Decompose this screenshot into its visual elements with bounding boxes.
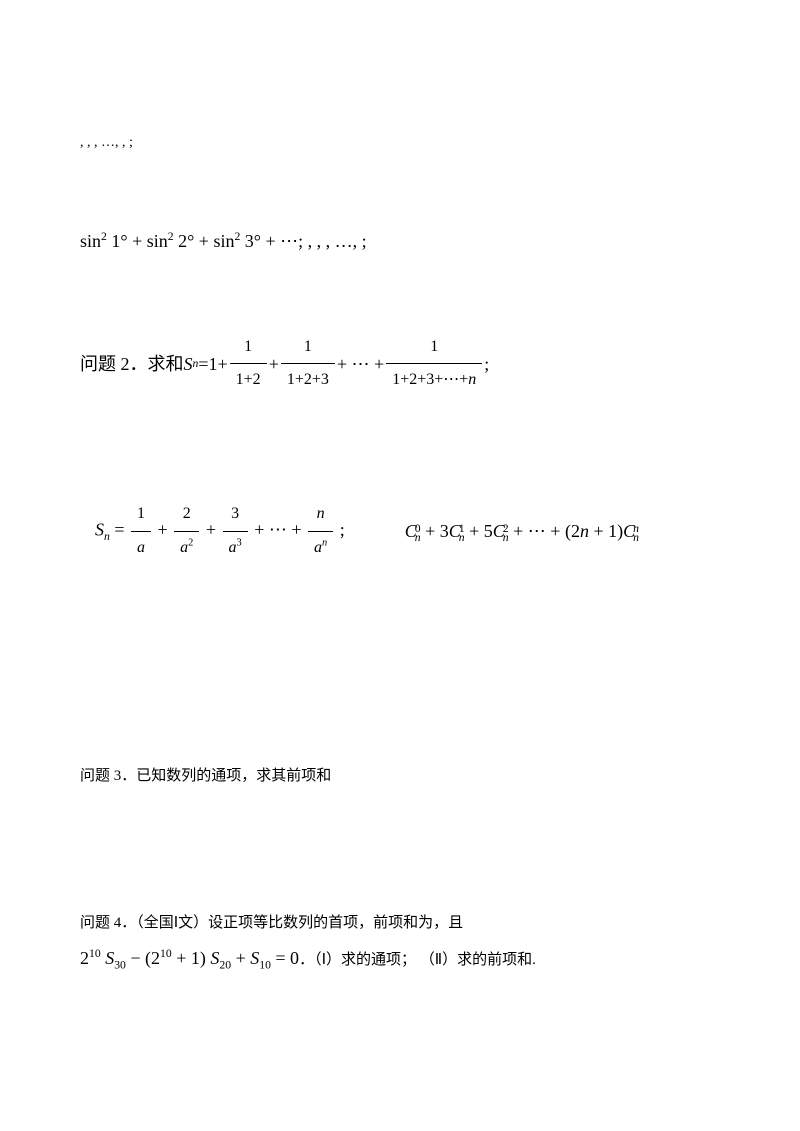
problem-4-line: 问题 4．（全国Ⅰ文）设正项等比数列的首项，前项和为，且	[80, 910, 720, 937]
ellipsis-line: , , , …, , ;	[80, 130, 720, 155]
problem-2-line: 问题 2．求和 Sn = 1 + 1 1+2 + 1 1+2+3 + ⋯ + 1…	[80, 333, 720, 396]
expression-a: Sn = 1 a + 2 a2 + 3 a3 + ⋯ + n an ;	[95, 500, 345, 563]
frac-a3: 3 a3	[223, 500, 248, 563]
expression-b: C0n + 3C1n + 5C2n + ⋯ + (2n + 1)Cnn	[405, 515, 639, 547]
problem-3-line: 问题 3．已知数列的通项，求其前项和	[80, 763, 720, 790]
sin-expression-line: sin2 1° + sin2 2° + sin2 3° + ⋯; , , , ……	[80, 225, 720, 257]
S-var: S	[184, 348, 193, 380]
problem-3-text: 问题 3．已知数列的通项，求其前项和	[80, 768, 331, 784]
sin3: sin2 3°	[213, 231, 261, 251]
fraction-1: 1 1+2	[230, 333, 267, 396]
frac-an: n an	[308, 500, 333, 563]
frac-a2: 2 a2	[174, 500, 199, 563]
problem-2-label: 问题 2．求和	[80, 348, 184, 380]
two-expressions-line: Sn = 1 a + 2 a2 + 3 a3 + ⋯ + n an ; C0n …	[80, 500, 720, 563]
suffix: ; , , , …, ;	[298, 231, 367, 251]
fraction-3: 1 1+2+3+⋯+n	[386, 333, 482, 396]
sin1: sin2 1°	[80, 231, 128, 251]
problem-4-equation-line: 210 S30 − (210 + 1) S20 + S10 = 0．（Ⅰ）求的通…	[80, 942, 720, 974]
frac-a1: 1 a	[131, 500, 151, 563]
text: , , , …, , ;	[80, 135, 133, 150]
sin2: sin2 2°	[147, 231, 195, 251]
fraction-2: 1 1+2+3	[281, 333, 335, 396]
problem-4-label: 问题 4．（全国Ⅰ文）设正项等比数列的首项，前项和为，且	[80, 915, 463, 931]
